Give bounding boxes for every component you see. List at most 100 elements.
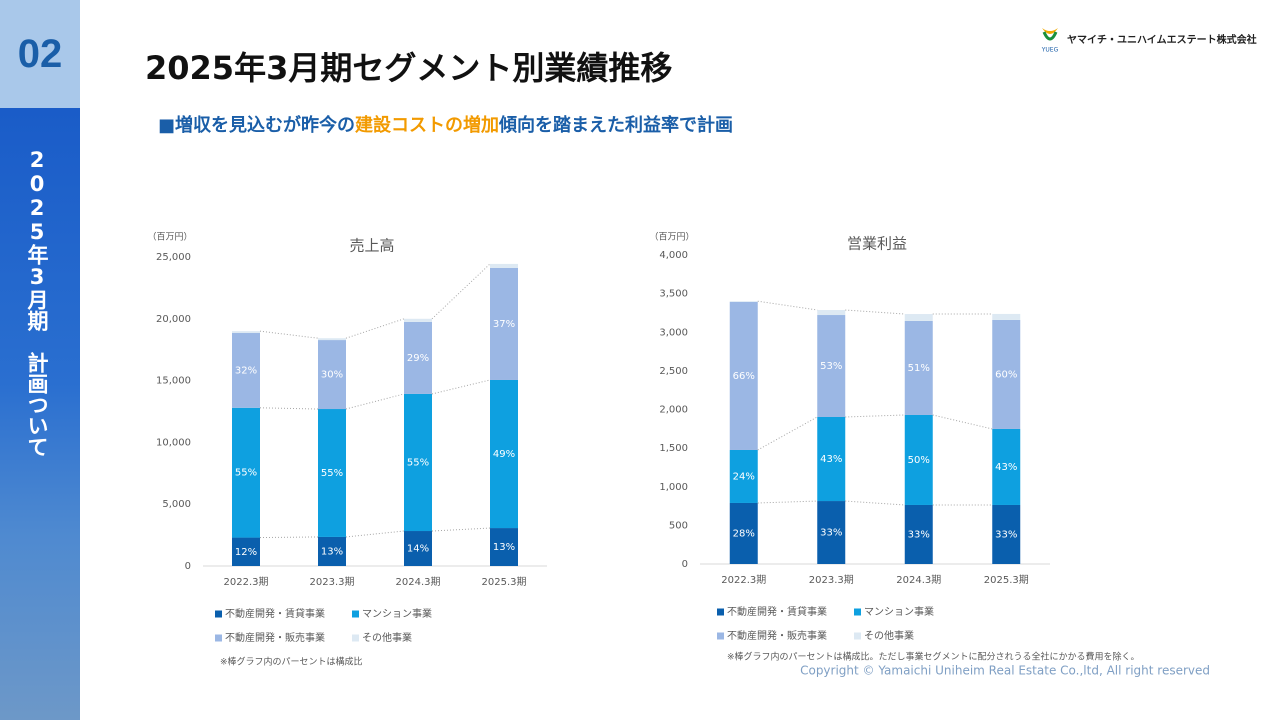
- bar-segment: [490, 528, 518, 566]
- legend-swatch: [215, 610, 222, 618]
- bar-segment: [904, 414, 933, 505]
- subtitle: ■増収を見込むが昨今の建設コストの増加傾向を踏まえた利益率で計画: [158, 114, 733, 136]
- segment-label: 33%: [995, 529, 1017, 540]
- connector: [845, 414, 905, 418]
- connector: [259, 330, 319, 339]
- bar-segment: [232, 331, 260, 334]
- connector: [431, 379, 491, 395]
- segment-label: 49%: [493, 449, 515, 460]
- legend-swatch: [352, 610, 359, 618]
- legend-swatch: [352, 634, 359, 642]
- y-tick-label: 1,500: [659, 443, 688, 454]
- y-tick-label: 20,000: [156, 314, 191, 325]
- segment-label: 28%: [733, 528, 755, 539]
- bar-segment: [904, 504, 933, 564]
- segment-label: 50%: [908, 455, 930, 466]
- bar-segment: [729, 301, 758, 302]
- connector: [757, 416, 818, 451]
- bar-segment: [992, 504, 1021, 564]
- connector: [932, 414, 993, 430]
- bar-segment: [817, 310, 846, 316]
- bar-segment: [904, 320, 933, 415]
- y-tick-label: 10,000: [156, 437, 191, 448]
- bar-segment: [404, 321, 432, 394]
- x-tick-label: 2023.3期: [310, 576, 355, 588]
- y-tick-label: 3,000: [659, 327, 688, 338]
- bar-segment: [404, 393, 432, 532]
- segment-label: 13%: [493, 542, 515, 553]
- y-tick-label: 3,500: [659, 289, 688, 300]
- unit-label: （百万円）: [649, 232, 694, 243]
- chart-title: 売上高: [349, 237, 394, 255]
- legend-swatch: [717, 632, 724, 640]
- legend-label: 不動産開発・販売事業: [727, 629, 827, 642]
- x-tick-label: 2022.3期: [721, 574, 766, 586]
- bar-segment: [992, 428, 1021, 505]
- legend-label: 不動産開発・賃貸事業: [225, 607, 325, 620]
- y-tick-label: 5,000: [162, 499, 191, 510]
- subtitle-tail: 傾向を踏まえた利益率で計画: [498, 114, 733, 136]
- segment-label: 55%: [235, 468, 257, 479]
- y-tick-label: 0: [682, 559, 688, 570]
- connector: [845, 500, 905, 506]
- bar-segment: [232, 537, 260, 566]
- connector: [259, 536, 319, 539]
- segment-label: 33%: [908, 529, 930, 540]
- x-tick-label: 2024.3期: [396, 576, 441, 588]
- logo-icon: [1042, 28, 1058, 34]
- unit-label: （百万円）: [147, 232, 192, 243]
- y-tick-label: 4,000: [659, 250, 688, 261]
- bar-segment: [904, 314, 933, 321]
- legend-label: マンション事業: [864, 605, 934, 618]
- bar-segment: [817, 501, 846, 564]
- connector: [345, 530, 405, 538]
- bar-segment: [729, 502, 758, 564]
- x-tick-label: 2024.3期: [896, 574, 941, 586]
- connector: [757, 300, 818, 311]
- segment-label: 30%: [321, 370, 343, 381]
- bar-segment: [992, 319, 1021, 429]
- legend-swatch: [215, 634, 222, 642]
- logo-icon: [1042, 31, 1058, 41]
- legend-label: マンション事業: [362, 607, 432, 620]
- sidebar-title: 2025年3月期 計画ついて: [25, 148, 49, 457]
- connector: [345, 318, 405, 339]
- bar-segment: [490, 268, 518, 380]
- x-tick-label: 2025.3期: [984, 574, 1029, 586]
- segment-label: 24%: [733, 471, 755, 482]
- connector: [757, 500, 818, 504]
- y-tick-label: 15,000: [156, 376, 191, 387]
- logo-text: ヤマイチ・ユニハイムエステート株式会社: [1067, 33, 1257, 46]
- bar-segment: [817, 315, 846, 417]
- segment-label: 43%: [995, 462, 1017, 473]
- segment-label: 55%: [321, 468, 343, 479]
- legend-label: その他事業: [864, 629, 914, 642]
- segment-label: 32%: [235, 365, 257, 376]
- bar-segment: [729, 301, 758, 450]
- segment-label: 13%: [321, 546, 343, 557]
- legend-swatch: [717, 608, 724, 616]
- segment-label: 12%: [235, 547, 257, 558]
- bar-segment: [729, 449, 758, 503]
- subtitle-lead: ■増収を見込むが昨今の: [158, 114, 355, 136]
- segment-label: 37%: [493, 319, 515, 330]
- chart-title: 営業利益: [847, 235, 907, 253]
- segment-label: 53%: [820, 361, 842, 372]
- x-tick-label: 2025.3期: [482, 576, 527, 588]
- bar-segment: [490, 263, 518, 269]
- bar-segment: [318, 340, 346, 410]
- bar-segment: [817, 416, 846, 502]
- legend-label: 不動産開発・販売事業: [225, 631, 325, 644]
- connector: [431, 263, 491, 320]
- segment-label: 33%: [820, 528, 842, 539]
- connector: [259, 407, 319, 410]
- y-tick-label: 25,000: [156, 252, 191, 263]
- bar-segment: [318, 409, 346, 537]
- segment-label: 43%: [820, 454, 842, 465]
- bar-segment: [992, 313, 1021, 320]
- slide-title: 2025年3月期セグメント別業績推移: [145, 49, 672, 87]
- copyright: Copyright © Yamaichi Uniheim Real Estate…: [800, 664, 1210, 678]
- legend-label: その他事業: [362, 631, 412, 644]
